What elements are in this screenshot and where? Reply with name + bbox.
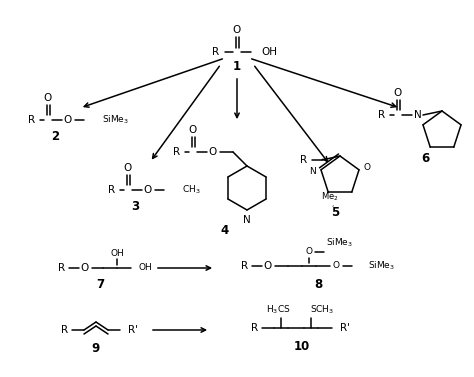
Text: R: R [300,155,307,165]
Text: O: O [64,115,72,125]
Text: R: R [378,110,385,120]
Text: 7: 7 [96,279,104,291]
Text: O: O [233,25,241,35]
Text: O: O [144,185,152,195]
Text: R: R [108,185,115,195]
Text: R': R' [340,323,350,333]
Text: 6: 6 [421,152,429,164]
Text: 5: 5 [331,205,339,219]
Text: 9: 9 [92,342,100,354]
Text: O: O [364,163,371,172]
Text: OH: OH [139,264,153,273]
Text: O: O [189,125,197,135]
Text: R: R [241,261,248,271]
Text: O: O [332,262,339,271]
Text: 2: 2 [51,130,59,143]
Text: SiMe$_3$: SiMe$_3$ [326,237,353,249]
Text: ,: , [331,201,333,207]
Text: R: R [28,115,35,125]
Text: R: R [212,47,219,57]
Text: N: N [414,110,422,120]
Text: O: O [306,247,312,256]
Text: N: N [310,167,316,176]
Text: R': R' [128,325,138,335]
Text: 8: 8 [314,277,322,291]
Text: R: R [58,263,65,273]
Text: 3: 3 [131,199,139,213]
Text: 4: 4 [221,224,229,236]
Text: OH: OH [110,248,124,257]
Text: O: O [81,263,89,273]
Text: H$_3$CS: H$_3$CS [266,304,290,316]
Text: SCH$_3$: SCH$_3$ [310,304,334,316]
Text: R: R [173,147,180,157]
Text: CH$_3$: CH$_3$ [182,184,201,196]
Text: R: R [61,325,68,335]
Text: SiMe$_3$: SiMe$_3$ [368,260,395,272]
Text: OH: OH [261,47,277,57]
Text: Me$_2$: Me$_2$ [321,191,339,204]
Text: O: O [394,88,402,98]
Text: O: O [44,93,52,103]
Text: 1: 1 [233,60,241,74]
Text: N: N [243,215,251,225]
Text: O: O [264,261,272,271]
Text: 10: 10 [294,340,310,352]
Text: SiMe$_3$: SiMe$_3$ [102,114,129,126]
Text: O: O [124,163,132,173]
Text: O: O [209,147,217,157]
Text: R: R [251,323,258,333]
